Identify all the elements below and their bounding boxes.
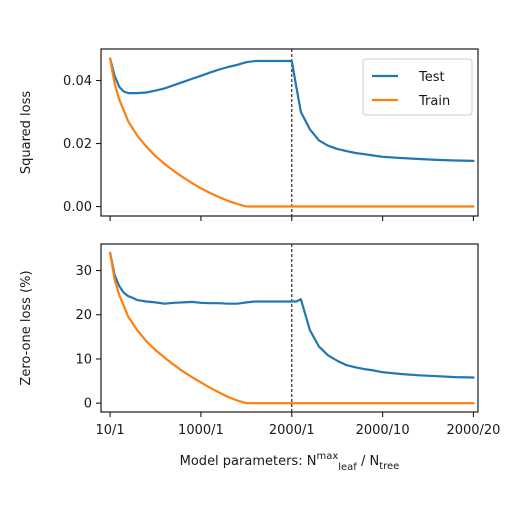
y-tick-label: 10 [75, 352, 92, 367]
y-tick-label: 20 [75, 308, 92, 323]
y-tick-label: 0 [84, 397, 92, 412]
y-tick-label: 30 [75, 264, 92, 279]
x-axis-label-leaf-sub: leaf [338, 462, 357, 473]
x-tick-label: 2000/1 [269, 423, 315, 438]
x-tick-label: 2000/20 [446, 423, 500, 438]
zero-one-loss-y-axis-label: Zero-one loss (%) [19, 270, 34, 385]
legend-label-train: Train [418, 94, 450, 109]
y-tick-label: 0.02 [63, 137, 92, 152]
series-line-test [108, 251, 475, 379]
x-axis-label-tree-sub: tree [379, 461, 399, 472]
x-tick-label: 10/1 [95, 423, 124, 438]
series-line-test [108, 57, 475, 162]
legend: Test Train [362, 58, 473, 116]
y-tick-label: 0.00 [63, 200, 92, 215]
legend-box [362, 58, 473, 116]
y-tick-label: 0.04 [63, 74, 92, 89]
squared-loss-axes-frame [100, 48, 479, 217]
x-tick-label: 1000/1 [178, 423, 224, 438]
squared-loss-panel: 0.00 0.02 0.04 Squared loss Test Train [19, 48, 479, 221]
series-line-train [108, 251, 475, 405]
x-axis-label-leaf-sup: max [316, 451, 338, 462]
zero-one-loss-axes-frame [100, 243, 479, 413]
squared-loss-y-axis-label: Squared loss [19, 91, 34, 174]
series-line-train [108, 57, 475, 208]
x-tick-label: 2000/10 [356, 423, 410, 438]
x-axis-label: Model parameters: Nmaxleaf / Ntree [180, 451, 400, 473]
zero-one-loss-panel: 0 10 20 30 10/1 1000/1 2000/1 2000/10 2000/20 Ze… [19, 243, 500, 473]
legend-label-test: Test [418, 70, 445, 85]
x-axis-label-mid: / N [357, 454, 379, 469]
x-axis-label-main: Model parameters: N [180, 454, 317, 469]
